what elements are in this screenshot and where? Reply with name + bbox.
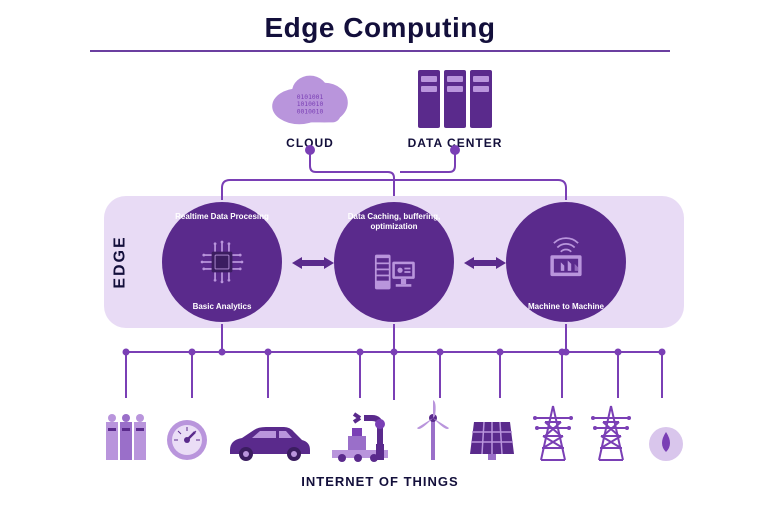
iot-label: INTERNET OF THINGS: [0, 474, 760, 489]
svg-text:0010010: 0010010: [297, 108, 324, 115]
m2m-icon: [540, 212, 592, 302]
iot-servers-icon: [104, 414, 150, 462]
double-arrow-icon: [462, 256, 508, 270]
edge-node-realtime: Realtime Data Procesing Basic: [162, 202, 282, 322]
server-monitor-icon: [368, 231, 420, 312]
cloud-icon: 0101001 1010010 0010010: [265, 70, 355, 128]
server-rack-icon: [470, 70, 492, 128]
top-layer: 0101001 1010010 0010010 CLOUD DATA CENTE…: [0, 60, 760, 170]
iot-row: [104, 400, 684, 462]
iot-power-tower-icon: [589, 404, 633, 462]
iot-gauge-icon: [165, 418, 209, 462]
data-center-icon: [395, 70, 515, 128]
svg-text:0101001: 0101001: [297, 94, 324, 101]
cloud-group: 0101001 1010010 0010010 CLOUD: [255, 70, 365, 150]
iot-wind-turbine-icon: [413, 398, 453, 462]
data-center-label: DATA CENTER: [395, 136, 515, 150]
iot-robot-arm-icon: [328, 406, 398, 462]
edge-node-top-text: Data Caching, buffering, optimization: [342, 212, 446, 231]
title-underline: [90, 50, 670, 52]
cloud-label: CLOUD: [255, 136, 365, 150]
server-rack-icon: [444, 70, 466, 128]
edge-node-bottom-text: Basic Analytics: [193, 302, 252, 312]
iot-car-icon: [224, 422, 314, 462]
edge-node-bottom-text: Machine to Machine: [528, 302, 604, 312]
page-title: Edge Computing: [0, 0, 760, 44]
edge-circles: Realtime Data Procesing Basic: [104, 196, 684, 328]
server-rack-icon: [418, 70, 440, 128]
svg-text:1010010: 1010010: [297, 101, 324, 108]
chip-icon: [196, 222, 248, 303]
iot-power-tower-icon: [531, 404, 575, 462]
iot-water-drop-icon: [648, 426, 684, 462]
edge-node-top-text: Realtime Data Procesing: [175, 212, 269, 222]
edge-node-caching: Data Caching, buffering, optimization: [334, 202, 454, 322]
data-center-group: DATA CENTER: [395, 70, 515, 150]
double-arrow-icon: [290, 256, 336, 270]
iot-solar-panel-icon: [468, 414, 516, 462]
edge-node-m2m: Machine to Machine: [506, 202, 626, 322]
